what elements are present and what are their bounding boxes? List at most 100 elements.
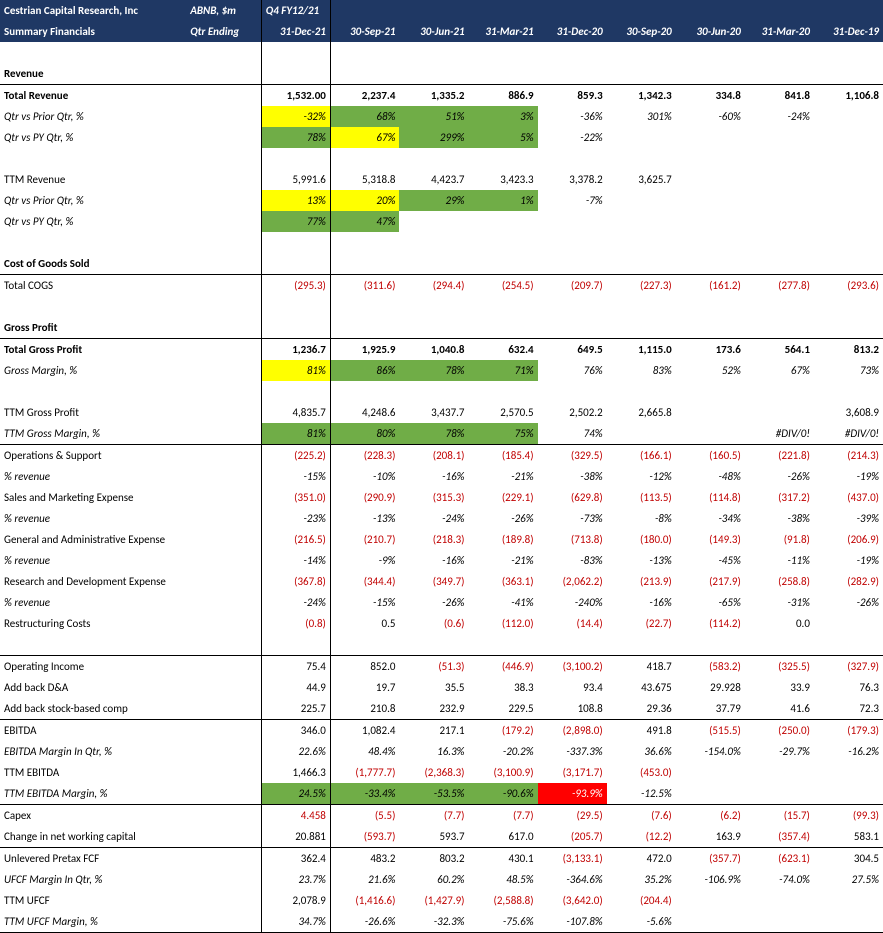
cell: 38.3 bbox=[469, 677, 538, 698]
cell: (112.0) bbox=[469, 613, 538, 634]
cell: (14.4) bbox=[538, 613, 607, 634]
cell bbox=[814, 762, 883, 783]
cell: 108.8 bbox=[538, 698, 607, 720]
cell: 47% bbox=[330, 211, 399, 232]
cell bbox=[399, 211, 468, 232]
cell: 41.6 bbox=[745, 698, 814, 720]
cell bbox=[745, 783, 814, 805]
cell: 430.1 bbox=[469, 848, 538, 870]
cell: (113.5) bbox=[607, 487, 676, 508]
cell bbox=[676, 423, 745, 445]
cell bbox=[676, 127, 745, 148]
row-label-rev_yoy: Qtr vs PY Qtr, % bbox=[0, 127, 186, 148]
row-label-ttm_rev: TTM Revenue bbox=[0, 169, 186, 190]
cell: 20.881 bbox=[261, 826, 330, 848]
cell: 78% bbox=[399, 423, 468, 445]
cell: 73% bbox=[814, 360, 883, 381]
cell: 29.36 bbox=[607, 698, 676, 720]
cell: 16.3% bbox=[399, 741, 468, 762]
cell: 1,925.9 bbox=[330, 339, 399, 361]
cell: -10% bbox=[330, 466, 399, 487]
cell bbox=[676, 783, 745, 805]
cell: (629.8) bbox=[538, 487, 607, 508]
cell bbox=[814, 783, 883, 805]
cell bbox=[745, 190, 814, 211]
cell: 19.7 bbox=[330, 677, 399, 698]
row-label-ttm_rev_yoy: Qtr vs PY Qtr, % bbox=[0, 211, 186, 232]
cell: (293.6) bbox=[814, 275, 883, 297]
cell: 13% bbox=[261, 190, 330, 211]
cell: (583.2) bbox=[676, 656, 745, 678]
cell: 163.9 bbox=[676, 826, 745, 848]
cell: 22.6% bbox=[261, 741, 330, 762]
row-label-nwc: Change in net working capital bbox=[0, 826, 186, 848]
hdr-date: 30-Jun-21 bbox=[399, 21, 468, 42]
cell: (325.5) bbox=[745, 656, 814, 678]
cell bbox=[814, 890, 883, 911]
cell: -24% bbox=[399, 508, 468, 529]
row-label-ebitda_m: EBITDA Margin In Qtr, % bbox=[0, 741, 186, 762]
cell: (2,368.3) bbox=[399, 762, 468, 783]
cell bbox=[745, 890, 814, 911]
cell: 29% bbox=[399, 190, 468, 211]
cell: 859.3 bbox=[538, 85, 607, 107]
row-label-sm_pct: % revenue bbox=[0, 508, 186, 529]
cell: 48.4% bbox=[330, 741, 399, 762]
cell: (311.6) bbox=[330, 275, 399, 297]
cell: 52% bbox=[676, 360, 745, 381]
cell: (7.7) bbox=[469, 805, 538, 827]
cell: -13% bbox=[330, 508, 399, 529]
row-label-ttm_gm: TTM Gross Margin, % bbox=[0, 423, 186, 445]
cell: (205.7) bbox=[538, 826, 607, 848]
cell: (160.5) bbox=[676, 445, 745, 467]
hdr-ticker: ABNB, $m bbox=[186, 0, 261, 21]
cell: -26% bbox=[814, 592, 883, 613]
cell: 75% bbox=[469, 423, 538, 445]
cell: -154.0% bbox=[676, 741, 745, 762]
cell: -19% bbox=[814, 550, 883, 571]
cell: -26% bbox=[745, 466, 814, 487]
cell: 3,437.7 bbox=[399, 402, 468, 423]
cell: 3,608.9 bbox=[814, 402, 883, 423]
cell: 0.5 bbox=[330, 613, 399, 634]
row-label-rev_qoq: Qtr vs Prior Qtr, % bbox=[0, 106, 186, 127]
section-cogs: Cost of Goods Sold bbox=[0, 253, 186, 275]
cell: -12.5% bbox=[607, 783, 676, 805]
row-label-sm: Sales and Marketing Expense bbox=[0, 487, 186, 508]
cell: -60% bbox=[676, 106, 745, 127]
hdr-date: 31-Mar-21 bbox=[469, 21, 538, 42]
cell: (357.7) bbox=[676, 848, 745, 870]
cell: 4.458 bbox=[261, 805, 330, 827]
row-label-ufcf: Unlevered Pretax FCF bbox=[0, 848, 186, 870]
cell: -65% bbox=[676, 592, 745, 613]
cell: 77% bbox=[261, 211, 330, 232]
cell: 5,991.6 bbox=[261, 169, 330, 190]
cell: (229.1) bbox=[469, 487, 538, 508]
cell: 2,502.2 bbox=[538, 402, 607, 423]
cell: 299% bbox=[399, 127, 468, 148]
cell bbox=[814, 190, 883, 211]
cell: -32% bbox=[261, 106, 330, 127]
cell: 5,318.8 bbox=[330, 169, 399, 190]
row-label-ttm_rev_qoq: Qtr vs Prior Qtr, % bbox=[0, 190, 186, 211]
cell: -8% bbox=[607, 508, 676, 529]
cell: (7.7) bbox=[399, 805, 468, 827]
cell: (15.7) bbox=[745, 805, 814, 827]
cell: -38% bbox=[745, 508, 814, 529]
cell: #DIV/0! bbox=[814, 423, 883, 445]
cell: 334.8 bbox=[676, 85, 745, 107]
cell: -240% bbox=[538, 592, 607, 613]
cell: 74% bbox=[538, 423, 607, 445]
cell: 1,115.0 bbox=[607, 339, 676, 361]
cell: 37.79 bbox=[676, 698, 745, 720]
cell: 1,082.4 bbox=[330, 720, 399, 742]
cell: 491.8 bbox=[607, 720, 676, 742]
cell: -73% bbox=[538, 508, 607, 529]
cell: (367.8) bbox=[261, 571, 330, 592]
cell bbox=[814, 911, 883, 933]
cell: 23.7% bbox=[261, 869, 330, 890]
cell: (6.2) bbox=[676, 805, 745, 827]
hdr-company: Cestrian Capital Research, Inc bbox=[0, 0, 186, 21]
cell: 51% bbox=[399, 106, 468, 127]
cell: (290.9) bbox=[330, 487, 399, 508]
